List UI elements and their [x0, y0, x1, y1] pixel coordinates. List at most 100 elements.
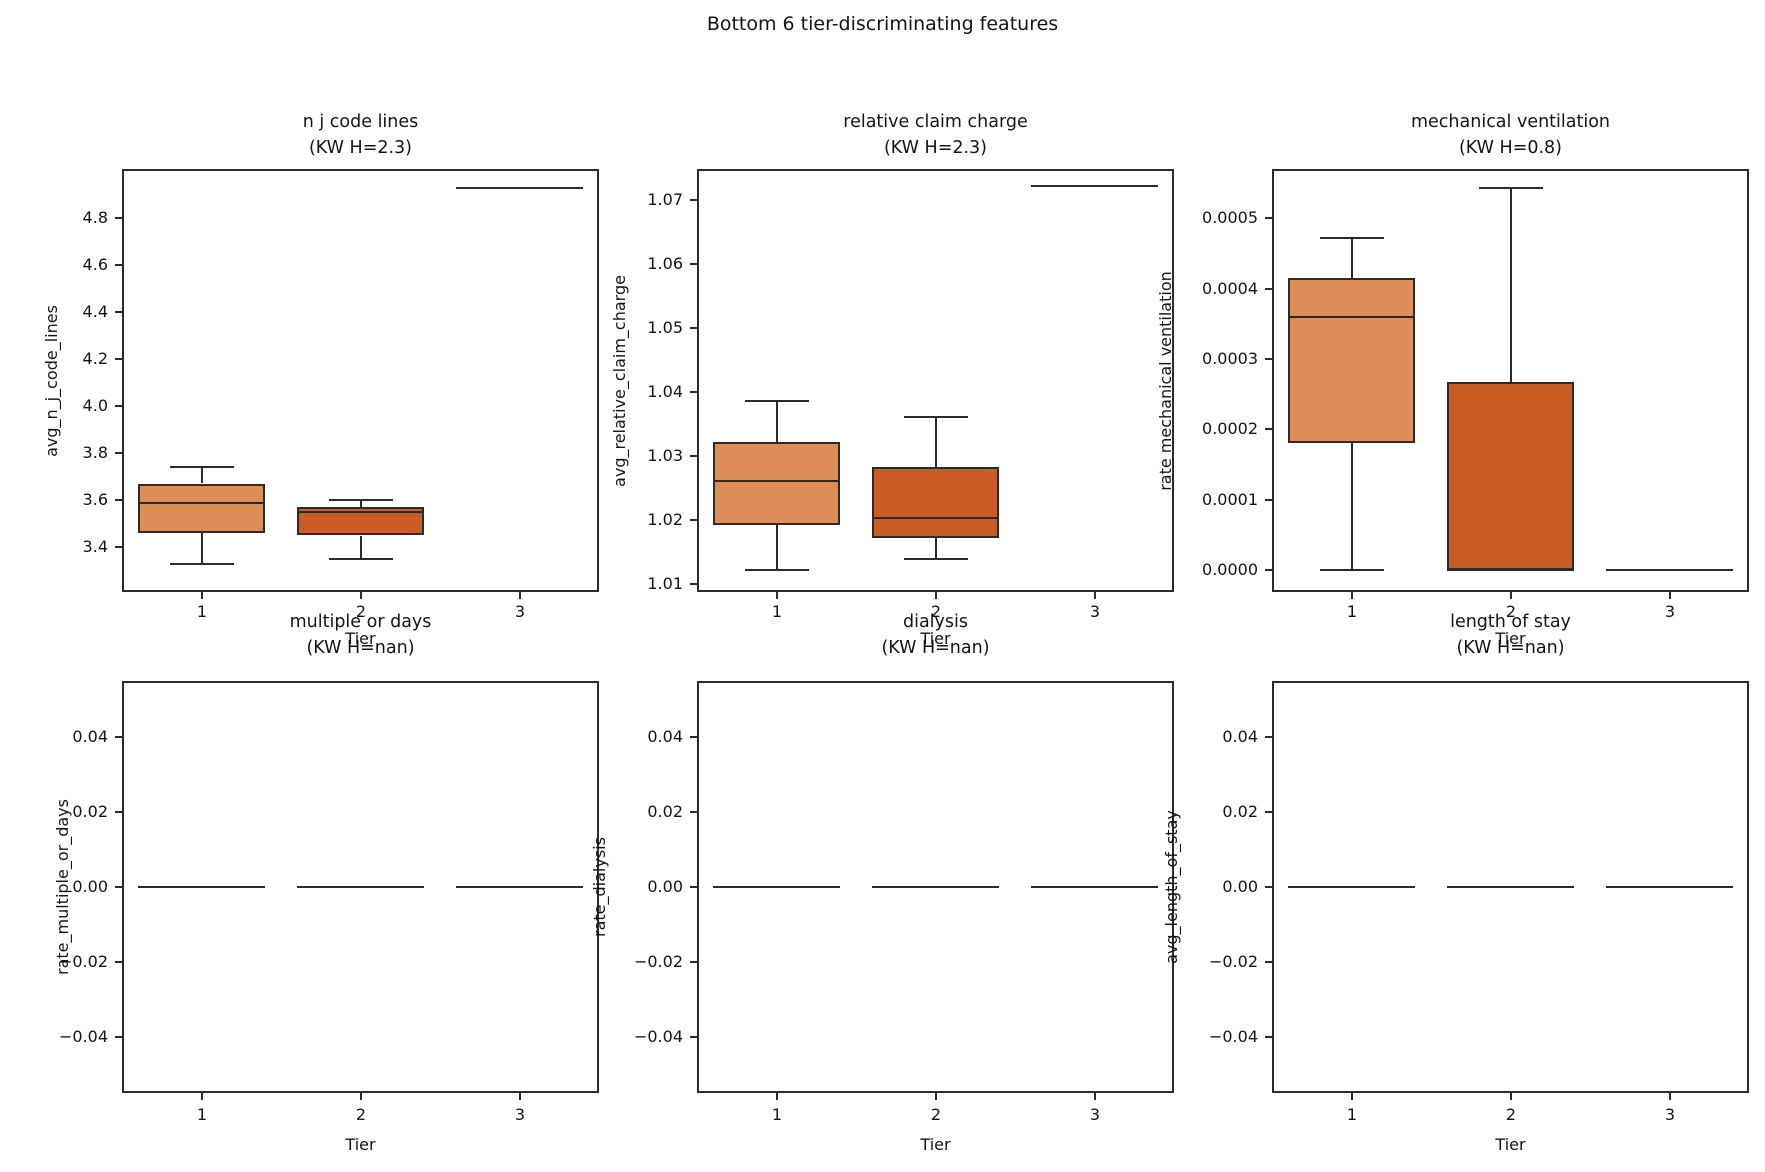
x-tick [776, 592, 778, 599]
y-tick-label: 1.03 [647, 446, 683, 465]
subplot-subtitle: (KW H=0.8) [1458, 138, 1563, 158]
axes-frame [1272, 681, 1749, 1093]
whisker [201, 533, 203, 564]
subplot-title: mechanical ventilation [1410, 112, 1611, 132]
whisker [201, 467, 203, 483]
x-tick-label: 2 [1505, 1105, 1517, 1124]
median-line [872, 517, 999, 519]
y-tick-label: 0.0003 [1202, 349, 1258, 368]
subplot-subtitle: (KW H=nan) [1456, 638, 1565, 658]
x-tick-label: 3 [1664, 1105, 1676, 1124]
y-axis-label: avg_n_j_code_lines [42, 305, 61, 457]
y-tick [690, 455, 697, 457]
whisker [776, 401, 778, 442]
whisker-cap [1479, 187, 1543, 189]
box [138, 484, 265, 533]
y-tick-label: 4.0 [82, 396, 108, 415]
median-line [1447, 886, 1574, 888]
y-tick-label: 0.00 [1222, 877, 1258, 896]
y-tick-label: 0.02 [647, 802, 683, 821]
x-axis-label: Tier [1495, 1135, 1526, 1154]
y-tick-label: 1.05 [647, 318, 683, 337]
x-tick-label: 3 [1664, 602, 1676, 621]
subplot-title: length of stay [1450, 612, 1571, 632]
x-tick-label: 1 [196, 1105, 208, 1124]
y-tick-label: 0.0001 [1202, 490, 1258, 509]
x-tick [1510, 1093, 1512, 1100]
y-tick-label: 0.04 [1222, 727, 1258, 746]
whisker-cap [329, 558, 393, 560]
y-tick [1265, 961, 1272, 963]
y-tick-label: −0.04 [1208, 1027, 1258, 1046]
y-tick-label: 3.4 [82, 537, 108, 556]
x-tick [1094, 592, 1096, 599]
median-line [713, 886, 840, 888]
x-tick [935, 592, 937, 599]
x-tick [201, 1093, 203, 1100]
y-tick [690, 583, 697, 585]
y-tick [115, 405, 122, 407]
x-axis-label: Tier [345, 629, 376, 648]
y-tick [115, 358, 122, 360]
y-tick [1265, 217, 1272, 219]
subplot-subtitle: (KW H=nan) [306, 638, 415, 658]
y-tick-label: −0.02 [633, 952, 683, 971]
x-tick-label: 2 [1505, 602, 1517, 621]
y-tick [690, 1036, 697, 1038]
y-tick [690, 811, 697, 813]
subplot-title: n j code lines [302, 112, 419, 132]
x-tick [935, 1093, 937, 1100]
x-axis-label: Tier [345, 1135, 376, 1154]
y-tick-label: 1.02 [647, 510, 683, 529]
y-tick-label: 1.07 [647, 190, 683, 209]
y-tick-label: 0.0000 [1202, 560, 1258, 579]
whisker-cap [904, 558, 968, 560]
x-tick [519, 592, 521, 599]
whisker [1351, 443, 1353, 570]
y-tick [1265, 736, 1272, 738]
x-tick-label: 2 [355, 602, 367, 621]
median-line [138, 502, 265, 504]
x-tick-label: 1 [771, 1105, 783, 1124]
y-tick-label: 0.04 [647, 727, 683, 746]
x-tick [201, 592, 203, 599]
whisker [776, 525, 778, 569]
y-tick [1265, 569, 1272, 571]
y-tick-label: 4.2 [82, 349, 108, 368]
whisker [935, 417, 937, 467]
y-tick-label: 0.00 [72, 877, 108, 896]
y-tick [115, 1036, 122, 1038]
x-tick [1669, 592, 1671, 599]
whisker-cap [1320, 237, 1384, 239]
y-tick-label: 1.04 [647, 382, 683, 401]
y-tick-label: −0.04 [633, 1027, 683, 1046]
box [1447, 382, 1574, 570]
subplot-title: multiple or days [289, 612, 432, 632]
median-line [297, 886, 424, 888]
whisker [1351, 238, 1353, 278]
x-tick-label: 3 [1089, 602, 1101, 621]
whisker-cap [904, 416, 968, 418]
axes-frame [697, 681, 1174, 1093]
x-tick [1351, 1093, 1353, 1100]
x-tick [1510, 592, 1512, 599]
y-tick-label: 0.0004 [1202, 279, 1258, 298]
y-tick [115, 217, 122, 219]
y-tick-label: 3.8 [82, 443, 108, 462]
y-tick [690, 519, 697, 521]
whisker [1510, 188, 1512, 382]
y-tick [115, 811, 122, 813]
y-tick [115, 546, 122, 548]
whisker-cap [329, 499, 393, 501]
x-tick-label: 1 [1346, 1105, 1358, 1124]
y-tick-label: 0.0002 [1202, 419, 1258, 438]
axes-frame [122, 169, 599, 592]
median-line [456, 187, 583, 189]
subplot-subtitle: (KW H=2.3) [308, 138, 413, 158]
x-tick [360, 1093, 362, 1100]
x-tick-label: 3 [514, 602, 526, 621]
y-tick-label: 4.8 [82, 208, 108, 227]
median-line [1606, 886, 1733, 888]
x-tick-label: 2 [930, 1105, 942, 1124]
median-line [1288, 886, 1415, 888]
